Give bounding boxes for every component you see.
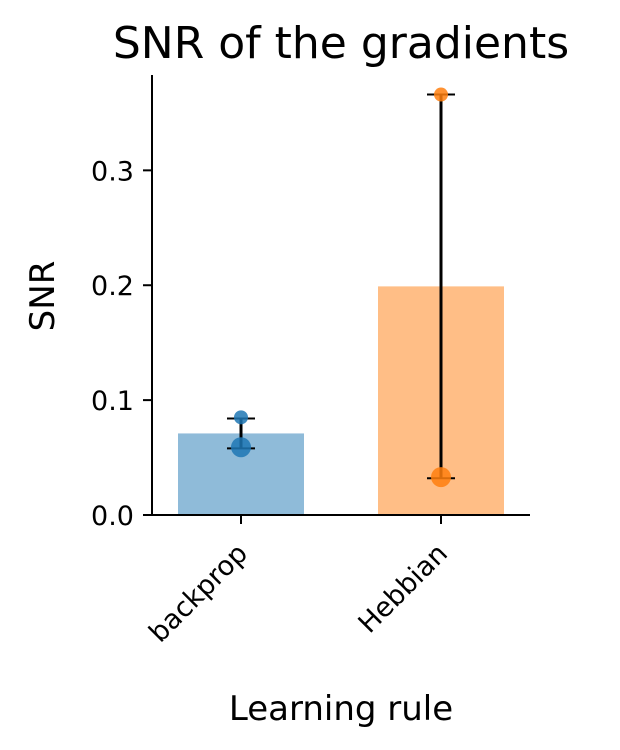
plot-area: 0.0 0.1 0.2 0.3 backprop Hebbian xyxy=(91,75,530,649)
y-tick-label: 0.1 xyxy=(91,386,134,417)
data-point-backprop xyxy=(234,410,248,425)
chart-title: SNR of the gradients xyxy=(113,18,569,69)
x-axis-label: Learning rule xyxy=(229,689,453,729)
y-tick-label: 0.0 xyxy=(91,501,134,532)
y-tick-label: 0.2 xyxy=(91,271,134,302)
y-axis-label: SNR xyxy=(23,261,63,332)
data-point-hebbian xyxy=(434,87,448,102)
x-tick-label-backprop: backprop xyxy=(143,538,254,649)
y-tick-label: 0.3 xyxy=(91,156,134,187)
data-point-hebbian xyxy=(431,467,451,488)
x-tick-label-hebbian: Hebbian xyxy=(353,538,454,639)
data-point-backprop xyxy=(231,437,251,458)
